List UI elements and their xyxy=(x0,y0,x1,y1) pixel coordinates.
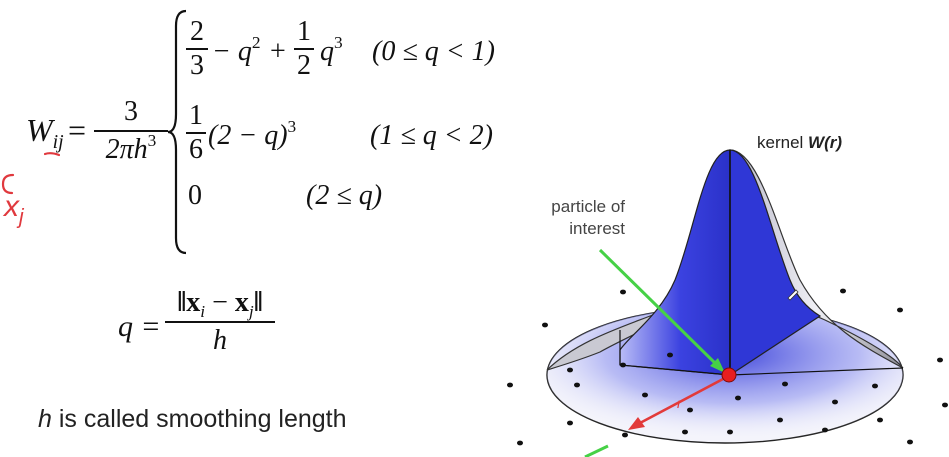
particle-dot xyxy=(840,288,846,294)
kernel-label: kernel W(r) xyxy=(757,133,843,152)
radius-arrow-head xyxy=(628,417,645,430)
coefficient-fraction: 3 2πh3 xyxy=(94,98,168,164)
particle-dot xyxy=(620,289,626,295)
particle-dot xyxy=(567,420,573,426)
caption-h: h xyxy=(38,405,52,433)
kernel-symbol: Wij xyxy=(26,112,64,152)
particle-dot xyxy=(897,307,903,313)
case1-plus: + xyxy=(270,36,286,67)
coefficient-bar xyxy=(94,130,168,132)
coefficient-numerator: 3 xyxy=(124,96,138,127)
kernel-diagram: r xyxy=(507,149,948,457)
particle-dot xyxy=(777,417,783,423)
handwritten-xj: xj xyxy=(4,190,24,229)
radius-label: r xyxy=(677,395,683,411)
particle-dot xyxy=(622,432,628,438)
particle-dot xyxy=(942,402,948,408)
particle-dot xyxy=(667,352,673,358)
handwritten-underline xyxy=(44,152,60,157)
case1-q3: q3 xyxy=(320,32,343,67)
case1-one-half: 1 2 xyxy=(294,18,314,80)
neighbor-particles xyxy=(507,288,948,446)
caption-text: is called smoothing length xyxy=(58,405,347,433)
q-numerator: ‖xi − xj‖ xyxy=(177,287,263,322)
smoothing-caption: h is called smoothing length xyxy=(38,405,347,434)
q-denominator: h xyxy=(213,325,227,356)
case2-condition: (1 ≤ q < 2) xyxy=(370,120,493,151)
particle-dot xyxy=(735,395,741,401)
particle-dot xyxy=(782,381,788,387)
particle-dot xyxy=(682,429,688,435)
kernel-surface-cut xyxy=(619,149,731,376)
particle-dot xyxy=(727,429,733,435)
particle-dot xyxy=(877,417,883,423)
particle-dot xyxy=(642,392,648,398)
particle-dot xyxy=(872,383,878,389)
particle-dot xyxy=(687,407,693,413)
case-2: 1 6 (2 − q)3 (1 ≤ q < 2) xyxy=(186,102,516,172)
case1-minus-q2: − q2 xyxy=(212,32,261,67)
case-1: 2 3 − q2 + 1 2 q3 (0 ≤ q < 1) xyxy=(186,18,516,88)
pen-cursor-mark xyxy=(787,289,799,301)
radius-arrow xyxy=(639,377,724,425)
particle-dot xyxy=(620,362,626,368)
kernel-base-line xyxy=(729,367,904,376)
case2-body: (2 − q)3 xyxy=(208,116,297,151)
equals-sign: = xyxy=(68,112,87,148)
interest-arrow xyxy=(598,248,720,368)
q-bar xyxy=(165,321,275,323)
handwritten-circle xyxy=(1,173,15,195)
particle-dot xyxy=(822,427,828,433)
coefficient-denominator: 2πh3 xyxy=(105,130,157,165)
case-3: 0 (2 ≤ q) xyxy=(186,180,516,220)
case1-two-thirds: 2 3 xyxy=(186,18,208,80)
kernel-subscript: ij xyxy=(52,130,64,153)
case3-condition: (2 ≤ q) xyxy=(306,180,383,211)
particle-dot xyxy=(567,367,573,373)
q-fraction: ‖xi − xj‖ h xyxy=(165,289,275,355)
particle-dot xyxy=(517,440,523,446)
particle-dot xyxy=(542,322,548,328)
particle-dot xyxy=(907,439,913,445)
case3-value: 0 xyxy=(188,180,202,211)
particle-dot xyxy=(937,357,943,363)
kernel-symbol-letter: W xyxy=(26,112,53,148)
particle-dot xyxy=(574,382,580,388)
kernel-radius-line xyxy=(619,364,731,376)
case1-condition: (0 ≤ q < 1) xyxy=(372,36,495,67)
interest-arrow-head xyxy=(710,358,725,373)
particle-of-interest xyxy=(721,367,737,383)
neighbor-arrow xyxy=(584,444,609,457)
kernel-formula: Wij = 3 2πh3 2 3 − q2 + 1 2 q3 (0 ≤ q < … xyxy=(0,0,520,270)
particle-label: particle of interest xyxy=(551,197,625,238)
case2-one-sixth: 1 6 xyxy=(186,102,206,164)
particle-dot xyxy=(507,382,513,388)
particle-dot xyxy=(832,399,838,405)
q-lhs: q = xyxy=(118,310,161,343)
kernel-surface-cut-right xyxy=(729,149,822,377)
case-brace xyxy=(167,9,187,255)
